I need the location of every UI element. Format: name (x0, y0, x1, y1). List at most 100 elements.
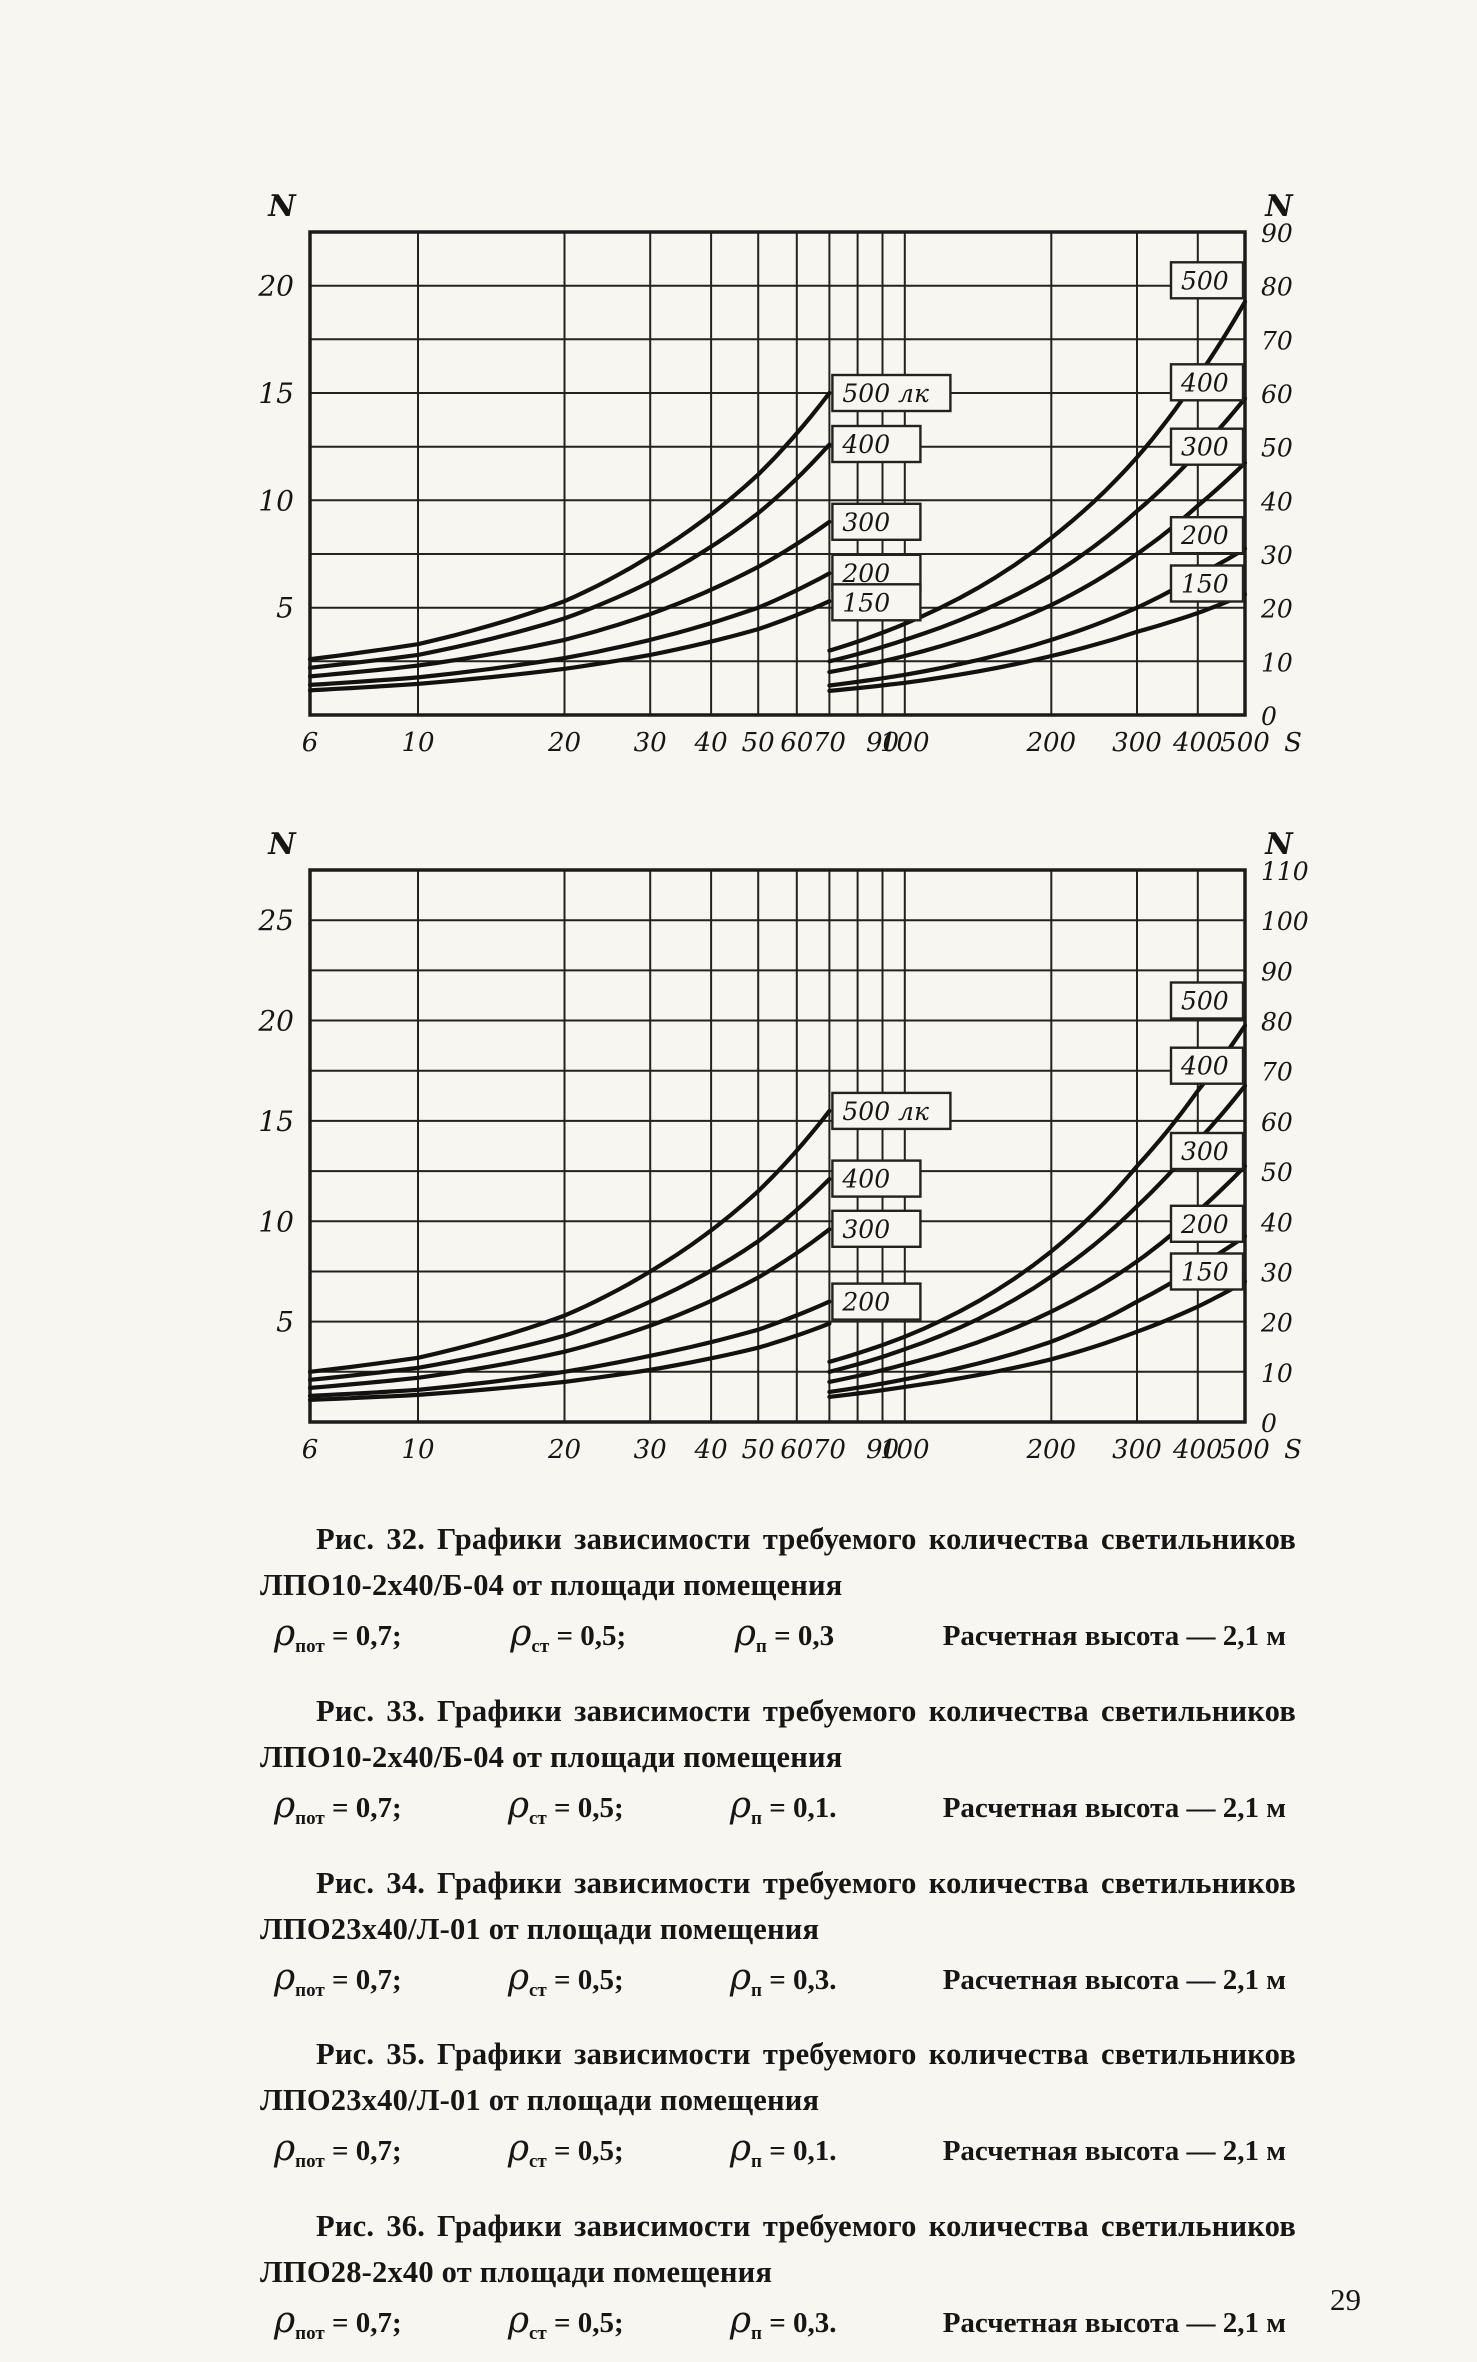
x-axis-tick-label: 200 (1025, 1435, 1076, 1465)
caption-body: Рис. 35. Графики зависимости требуемого к… (260, 2031, 1296, 2123)
x-axis-tick-label: 40 (694, 728, 728, 758)
right-axis-tick-label: 40 (1260, 1208, 1293, 1237)
rho-subscript: п (751, 1807, 762, 1829)
curve-150 (307, 1321, 832, 1403)
formula-tail: Расчетная высота — 2,1 м (942, 1620, 1286, 1652)
x-axis-tick-label: 500 (1220, 1435, 1270, 1465)
rho-value: = 0,3 (774, 1620, 835, 1652)
curve-300 (827, 460, 1248, 675)
rho-symbol: ρ (729, 2128, 752, 2170)
figure-caption-34: Рис. 34. Графики зависимости требуемого к… (260, 1860, 1296, 2014)
right-axis-tick-label: 10 (1261, 648, 1293, 677)
figure-caption-36: Рис. 36. Графики зависимости требуемого к… (260, 2203, 1296, 2357)
curve-label-box (1169, 981, 1245, 1020)
curve-label-box (1169, 1252, 1245, 1291)
rho-symbol: ρ (510, 1613, 532, 1654)
rho-value: = 0,7; (331, 1791, 402, 1824)
rho-symbol: ρ (274, 1784, 296, 1826)
caption-text: Графики зависимости требуемого количеств… (260, 2037, 1296, 2118)
x-axis-tick-label: 20 (547, 1435, 581, 1465)
right-axis-tick-label: 60 (1261, 380, 1293, 409)
figure-number: Рис. 34. (316, 1865, 426, 1900)
x-axis-tick-label: 100 (880, 1435, 930, 1465)
left-axis-title: N (267, 827, 297, 862)
x-axis-tick-label: 60 (780, 1435, 813, 1465)
curve-300 (827, 1163, 1248, 1385)
curve-label: 400 (841, 430, 890, 459)
x-axis-tick-label: 70 (813, 1435, 846, 1465)
x-axis-tick-label: 500 (1220, 728, 1270, 758)
caption-text: Графики зависимости требуемого количеств… (260, 1522, 1296, 1602)
x-axis-tick-label: 30 (634, 1435, 667, 1465)
rho-value: = 0,3. (769, 1963, 837, 1996)
figure-caption-35: Рис. 35. Графики зависимости требуемого к… (260, 2031, 1296, 2185)
plot-frame (308, 230, 1247, 717)
left-axis-tick-label: 5 (276, 1306, 294, 1339)
x-axis-tick-label: 400 (1172, 728, 1223, 758)
caption-text: Графики зависимости требуемого количеств… (260, 1865, 1296, 1946)
curve-400 (307, 1176, 832, 1382)
curve-label: 500 (1181, 266, 1229, 295)
caption-formula: ρпот = 0,7; ρст = 0,5; ρп = 0,1. Расчетн… (260, 2126, 1296, 2185)
rho-value: = 0,1. (769, 2135, 837, 2168)
rho-value: = 0,5; (554, 2135, 624, 2168)
rho-subscript: пот (295, 1979, 325, 2001)
rho-subscript: ст (528, 2151, 547, 2173)
curve-150 (827, 1279, 1248, 1400)
rho-value: = 0,7; (331, 1963, 402, 1996)
rho-subscript: пот (295, 1635, 325, 1657)
curve-label-box (1169, 516, 1245, 555)
figure-caption-33: Рис. 33. Графики зависимости требуемого к… (260, 1688, 1296, 1842)
caption-formula: ρпот = 0,7; ρст = 0,5; ρп = 0,3. Расчетн… (260, 1955, 1296, 2014)
rho-symbol: ρ (729, 1784, 752, 1826)
x-axis-tick-label: 30 (634, 728, 667, 758)
luminaire-count-vs-area-chart-fig32: 500 лк4003002001505004003002001505101520… (257, 189, 1302, 758)
rho-symbol: ρ (734, 1613, 756, 1654)
x-axis-tick-label: 70 (813, 728, 846, 758)
right-axis-tick-label: 20 (1260, 1309, 1293, 1338)
rho-symbol: ρ (729, 1956, 752, 1998)
rho-value: = 0,7; (331, 2135, 402, 2168)
left-axis-tick-label: 15 (258, 377, 294, 410)
curve-label-box (1169, 1131, 1245, 1171)
left-axis-tick-label: 10 (258, 484, 294, 517)
figure-number: Рис. 36. (316, 2209, 426, 2244)
curve-label: 400 (841, 1165, 890, 1194)
curve-label: 300 (1181, 1137, 1229, 1166)
right-axis-tick-label: 50 (1261, 434, 1293, 463)
right-axis-tick-label: 30 (1261, 541, 1293, 570)
right-axis-tick-label: 50 (1261, 1158, 1293, 1187)
rho-subscript: п (751, 1979, 762, 2001)
x-axis-tick-label: 20 (547, 728, 581, 758)
rho-symbol: ρ (274, 2128, 296, 2170)
formula-tail: Расчетная высота — 2,1 м (942, 1963, 1286, 1996)
left-axis-tick-label: 10 (258, 1205, 294, 1238)
curve-label-box (1169, 363, 1245, 402)
curve-label-box (831, 1091, 952, 1131)
curve-label: 500 лк (842, 379, 929, 408)
rho-symbol: ρ (507, 2300, 529, 2342)
x-axis-tick-label: 6 (302, 1435, 319, 1465)
figure-captions: Рис. 32. Графики зависимости требуемого к… (260, 1516, 1296, 2362)
left-axis-tick-label: 20 (257, 1005, 294, 1038)
page-number: 29 (1330, 2282, 1361, 2317)
curve-label: 500 лк (842, 1097, 929, 1126)
plot-frame (308, 868, 1247, 1424)
right-axis-tick-label: 70 (1261, 1058, 1293, 1087)
x-axis-tick-label: 60 (780, 728, 813, 758)
rho-value: = 0,5; (554, 2307, 624, 2340)
left-axis-tick-label: 5 (276, 592, 294, 625)
curve-label-box (831, 424, 922, 464)
left-axis-tick-label: 25 (257, 904, 294, 937)
caption-body: Рис. 33. Графики зависимости требуемого к… (260, 1688, 1296, 1780)
x-axis-title: S (1284, 1435, 1302, 1465)
right-axis-tick-label: 80 (1261, 273, 1293, 302)
rho-subscript: пот (295, 1807, 325, 1829)
x-axis-tick-label: 300 (1112, 728, 1162, 758)
right-axis-tick-label: 110 (1261, 857, 1309, 886)
right-axis-tick-label: 90 (1261, 957, 1293, 986)
curve-label: 300 (842, 1215, 890, 1244)
left-axis-tick-label: 20 (257, 270, 294, 303)
